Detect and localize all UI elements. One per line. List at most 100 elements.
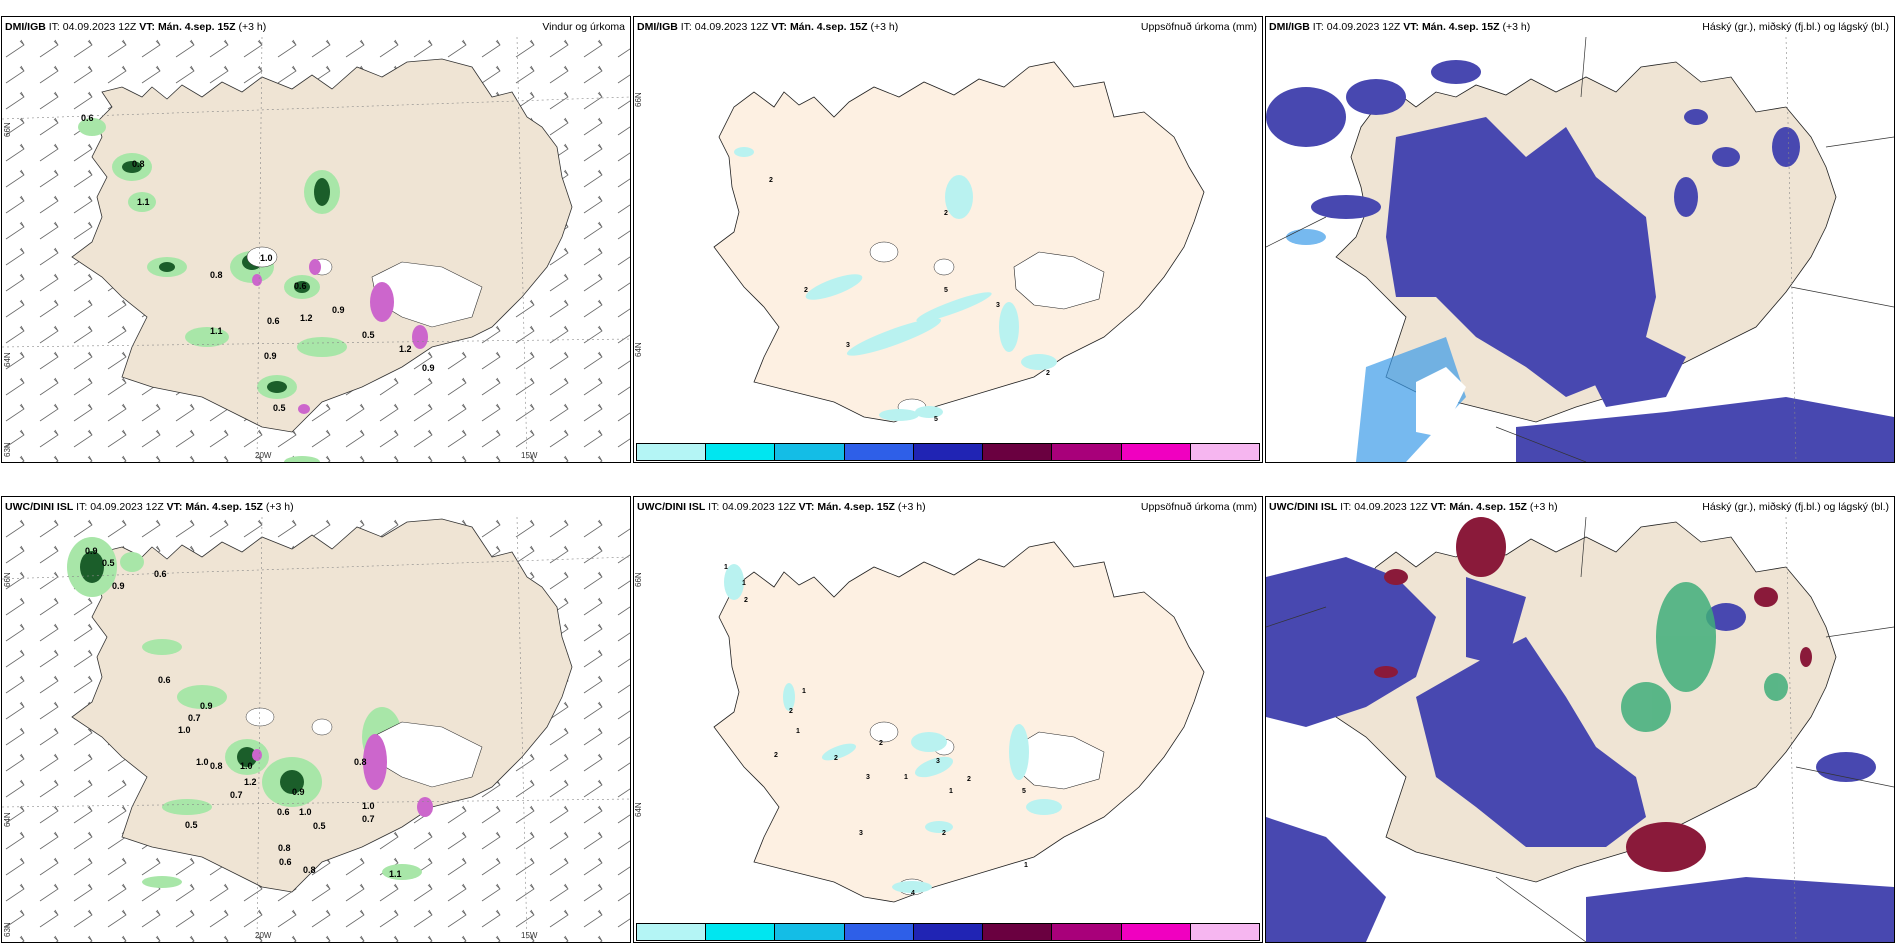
colorbar-segment [1052, 924, 1122, 940]
lat-label: 66N [3, 572, 12, 587]
precip-label: 1 [904, 774, 908, 781]
lead-time: (+3 h) [1529, 501, 1558, 513]
cloud-map [1266, 37, 1894, 462]
precip-label: 0.6 [154, 569, 167, 579]
precip-label: 1.2 [244, 777, 257, 787]
accumulated-precip-panel-top: DMI/IGB IT: 04.09.2023 12Z VT: Mán. 4.se… [633, 16, 1263, 463]
precip-label: 5 [934, 416, 938, 423]
colorbar-segment [1190, 444, 1259, 460]
colorbar-label: 150 [1052, 462, 1065, 463]
valid-time-value: Mán. 4.sep. 15Z [185, 501, 263, 513]
precip-label: 0.5 [185, 820, 198, 830]
colorbar-segment [913, 924, 984, 940]
precip-value-labels: 1 1 2 2 1 2 1 2 2 3 3 1 1 2 3 2 5 4 1 [724, 564, 1028, 897]
wind-map: 0.6 0.8 1.1 0.8 0.6 1.0 0.9 0.6 1.2 1.1 … [2, 37, 630, 462]
cloud-panel-top: DMI/IGB IT: 04.09.2023 12Z VT: Mán. 4.se… [1265, 16, 1895, 463]
valid-time-value: Mán. 4.sep. 15Z [1449, 501, 1527, 513]
colorbar-label: 10 [705, 462, 714, 463]
precip-label: 0.9 [200, 701, 213, 711]
init-time-label: IT: [76, 501, 88, 513]
map-area: 2 2 2 5 3 3 2 5 66N 64N 1 10 [634, 37, 1262, 462]
panel-run-info: DMI/IGB IT: 04.09.2023 12Z VT: Mán. 4.se… [5, 17, 266, 37]
precip-label: 1 [796, 728, 800, 735]
colorbar-label: 200 [1121, 942, 1134, 943]
colorbar-label: 25 [775, 462, 784, 463]
precip-green-areas [67, 537, 422, 888]
lead-time: (+3 h) [870, 21, 899, 33]
panel-run-info: UWC/DINI ISL IT: 04.09.2023 12Z VT: Mán.… [1269, 497, 1558, 517]
model-source: UWC/DINI ISL [5, 501, 74, 513]
precip-label: 0.9 [112, 581, 125, 591]
precip-label: 0.8 [354, 757, 367, 767]
precip-label: 0.8 [210, 270, 223, 280]
colorbar-segment [1121, 924, 1191, 940]
cloud-map [1266, 517, 1894, 942]
precip-label: 2 [769, 177, 773, 184]
precip-label: 1.0 [196, 757, 209, 767]
lead-time: (+3 h) [1502, 21, 1531, 33]
map-area: 0.6 0.8 1.1 0.8 0.6 1.0 0.9 0.6 1.2 1.1 … [2, 37, 630, 462]
colorbar-label: 50 [844, 942, 853, 943]
mid-cloud-areas [1286, 229, 1466, 462]
precip-label: 0.7 [230, 790, 243, 800]
precip-label: 2 [944, 210, 948, 217]
valid-time-value: Mán. 4.sep. 15Z [157, 21, 236, 33]
colorbar-segment [844, 924, 914, 940]
precip-label: 1.1 [210, 326, 223, 336]
lead-time: (+3 h) [265, 501, 294, 513]
panel-header: DMI/IGB IT: 04.09.2023 12Z VT: Mán. 4.se… [634, 17, 1262, 37]
precip-label: 1 [724, 564, 728, 571]
colorbar-label: 100 [982, 942, 995, 943]
init-time-value: 04.09.2023 12Z [694, 21, 769, 33]
high-cloud-areas [1374, 517, 1812, 872]
colorbar-label: 100 [982, 462, 995, 463]
colorbar-labels: 1 10 25 50 75 100 150 200 400 [636, 462, 1260, 463]
panel-header: UWC/DINI ISL IT: 04.09.2023 12Z VT: Mán.… [634, 497, 1262, 517]
domain-lines [1266, 517, 1894, 942]
colorbar-segment [637, 444, 707, 460]
lat-label: 66N [3, 122, 12, 137]
valid-time-value: Mán. 4.sep. 15Z [1421, 21, 1500, 33]
panel-title: Háský (gr.), miðský (fj.bl.) og lágský (… [1702, 21, 1889, 33]
precip-label: 3 [859, 830, 863, 837]
wind-precip-labels: 0.6 0.8 1.1 0.8 0.6 1.0 0.9 0.6 1.2 1.1 … [81, 113, 435, 413]
model-source: DMI/IGB [5, 21, 46, 33]
lat-label: 64N [634, 802, 643, 817]
init-time-value: 04.09.2023 12Z [722, 501, 796, 513]
panel-header: DMI/IGB IT: 04.09.2023 12Z VT: Mán. 4.se… [1266, 17, 1894, 37]
lon-label: 15W [521, 931, 538, 940]
precip-label: 0.5 [273, 403, 286, 413]
precip-label: 0.6 [267, 316, 280, 326]
precip-label: 3 [866, 774, 870, 781]
precip-label: 1.0 [299, 807, 312, 817]
lon-label: 15W [521, 451, 538, 460]
init-time-label: IT: [1340, 501, 1352, 513]
map-area: 0.9 0.5 0.6 0.9 0.6 0.9 0.7 1.0 1.0 0.8 … [2, 517, 630, 942]
colorbar-segment [913, 444, 984, 460]
colorbar-label: 25 [775, 942, 784, 943]
model-source: DMI/IGB [1269, 21, 1310, 33]
lat-label: 66N [634, 92, 643, 107]
precip-label: 3 [846, 342, 850, 349]
precip-label: 0.8 [132, 159, 145, 169]
precip-label: 1.1 [389, 869, 402, 879]
valid-time-value: Mán. 4.sep. 15Z [817, 501, 895, 513]
precip-map: 1 1 2 2 1 2 1 2 2 3 3 1 1 2 3 2 5 4 1 [713, 541, 1205, 903]
precip-label: 0.6 [294, 281, 307, 291]
precip-label: 1 [1024, 862, 1028, 869]
colorbar-segment [706, 924, 776, 940]
wind-precip-panel-bottom: UWC/DINI ISL IT: 04.09.2023 12Z VT: Mán.… [1, 496, 631, 943]
panel-title: Háský (gr.), miðský (fj.bl.) og lágský (… [1702, 501, 1889, 513]
mixed-cloud-areas [1621, 582, 1788, 732]
init-time-value: 04.09.2023 12Z [1326, 21, 1401, 33]
panel-title: Uppsöfnuð úrkoma (mm) [1140, 501, 1257, 513]
precip-label: 0.9 [422, 363, 435, 373]
valid-time-label: VT: [798, 501, 815, 513]
clear-area [1416, 367, 1466, 437]
precip-label: 2 [942, 830, 946, 837]
domain-lines [1266, 37, 1894, 462]
lat-lon-grid [1785, 517, 1797, 942]
init-time-value: 04.09.2023 12Z [1354, 501, 1428, 513]
colorbar-label: 1 [636, 942, 640, 943]
precip-label: 0.9 [332, 305, 345, 315]
